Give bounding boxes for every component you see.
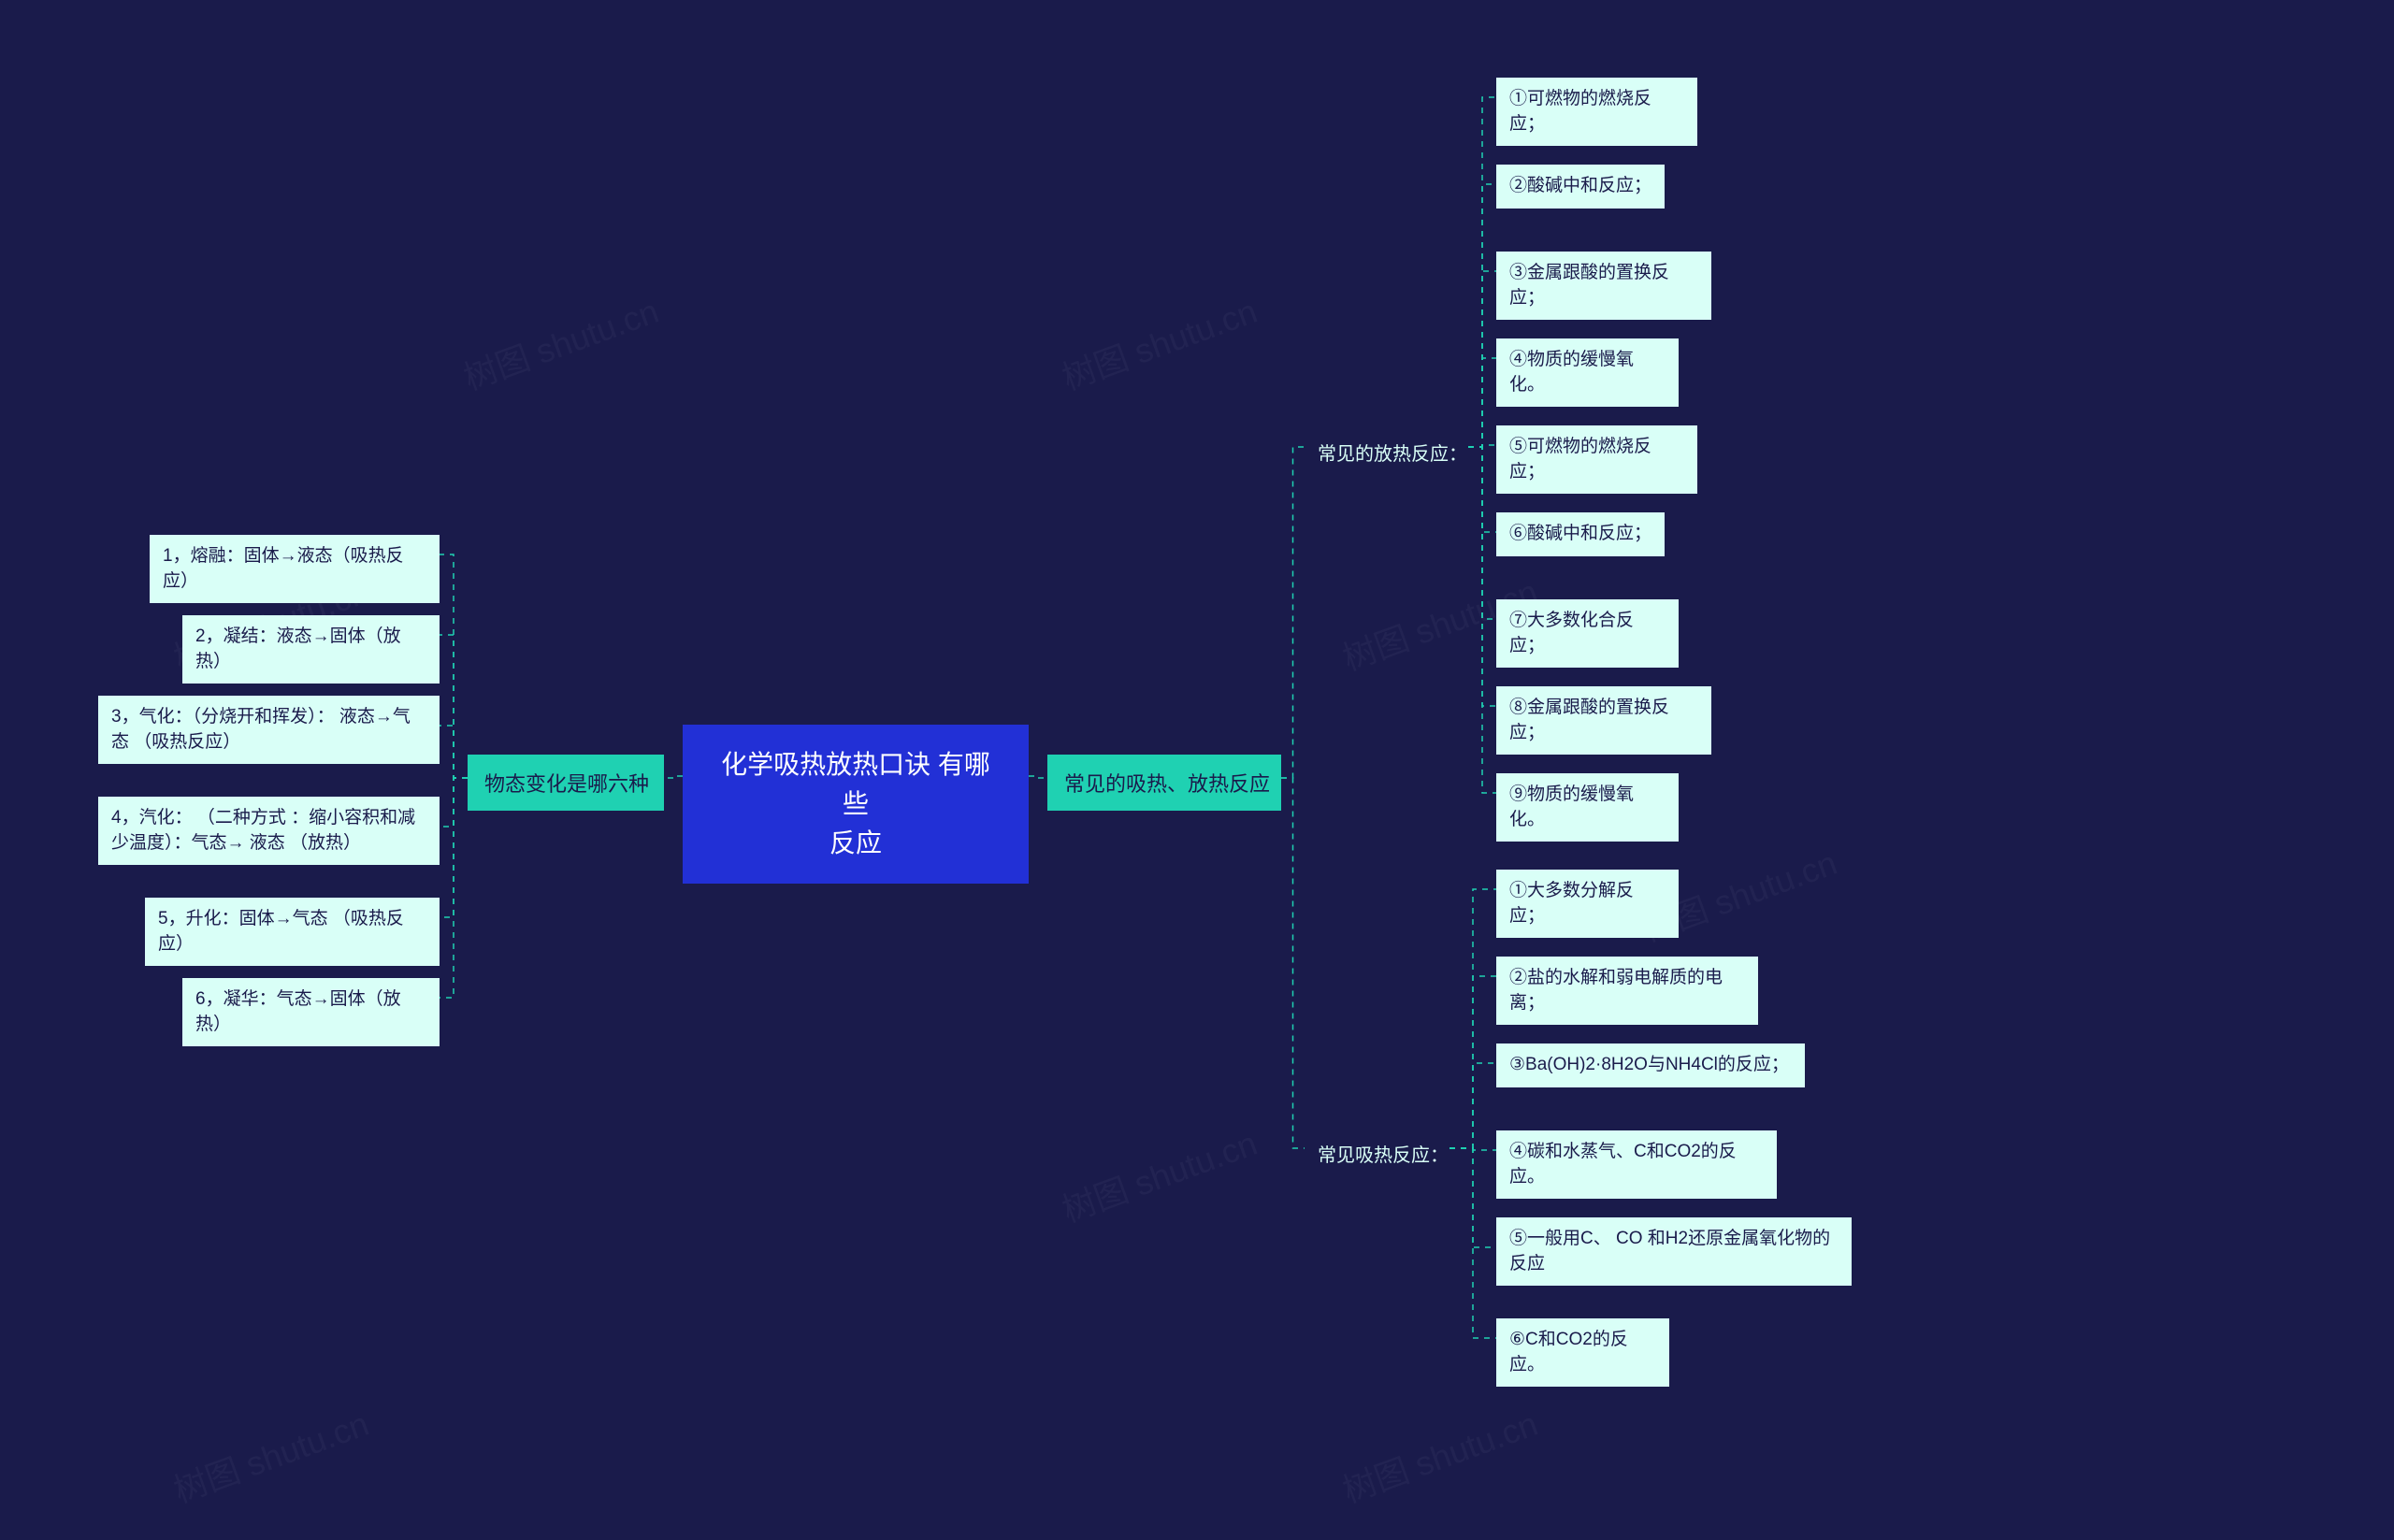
endo-leaf-0: ①大多数分解反应；	[1496, 870, 1679, 938]
exo-leaf-8: ⑨物质的缓慢氧化。	[1496, 773, 1679, 842]
exo-leaf-1: ②酸碱中和反应；	[1496, 165, 1665, 209]
watermark: 树图 shutu.cn	[1055, 284, 1263, 399]
endo-leaf-2: ③Ba(OH)2·8H2O与NH4Cl的反应；	[1496, 1043, 1805, 1087]
left-branch: 物态变化是哪六种	[468, 755, 664, 811]
left-leaf-3: 4，汽化： （二种方式 ：缩小容积和减少温度）：气态→ 液态 （放热）	[98, 797, 440, 865]
left-leaf-4: 5，升化：固体→气态 （吸热反应）	[145, 898, 440, 966]
left-leaf-0: 1，熔融：固体→液态（吸热反应）	[150, 535, 440, 603]
watermark: 树图 shutu.cn	[456, 284, 665, 399]
endo-leaf-4: ⑤一般用C、 CO 和H2还原金属氧化物的反应	[1496, 1217, 1852, 1286]
exo-leaf-0: ①可燃物的燃烧反应；	[1496, 78, 1697, 146]
endo-leaf-1: ②盐的水解和弱电解质的电离；	[1496, 957, 1758, 1025]
right-branch: 常见的吸热、放热反应	[1047, 755, 1281, 811]
watermark: 树图 shutu.cn	[1055, 1116, 1263, 1231]
watermark: 树图 shutu.cn	[166, 1397, 375, 1512]
sub-exothermic: 常见的放热反应：	[1305, 429, 1468, 475]
watermark: 树图 shutu.cn	[1335, 1397, 1544, 1512]
exo-leaf-2: ③金属跟酸的置换反应；	[1496, 252, 1711, 320]
exo-leaf-7: ⑧金属跟酸的置换反应；	[1496, 686, 1711, 755]
endo-leaf-5: ⑥C和CO2的反应。	[1496, 1318, 1669, 1387]
left-leaf-5: 6，凝华：气态→固体（放热）	[182, 978, 440, 1046]
left-leaf-2: 3，气化：（分烧开和挥发）： 液态→气态 （吸热反应）	[98, 696, 440, 764]
exo-leaf-3: ④物质的缓慢氧化。	[1496, 338, 1679, 407]
left-leaf-1: 2，凝结：液态→固体（放热）	[182, 615, 440, 684]
sub-endothermic: 常见吸热反应：	[1305, 1130, 1449, 1176]
exo-leaf-5: ⑥酸碱中和反应；	[1496, 512, 1665, 556]
exo-leaf-4: ⑤可燃物的燃烧反应；	[1496, 425, 1697, 494]
root-node: 化学吸热放热口诀 有哪些 反应	[683, 725, 1029, 884]
endo-leaf-3: ④碳和水蒸气、C和CO2的反应。	[1496, 1130, 1777, 1199]
exo-leaf-6: ⑦大多数化合反应；	[1496, 599, 1679, 668]
